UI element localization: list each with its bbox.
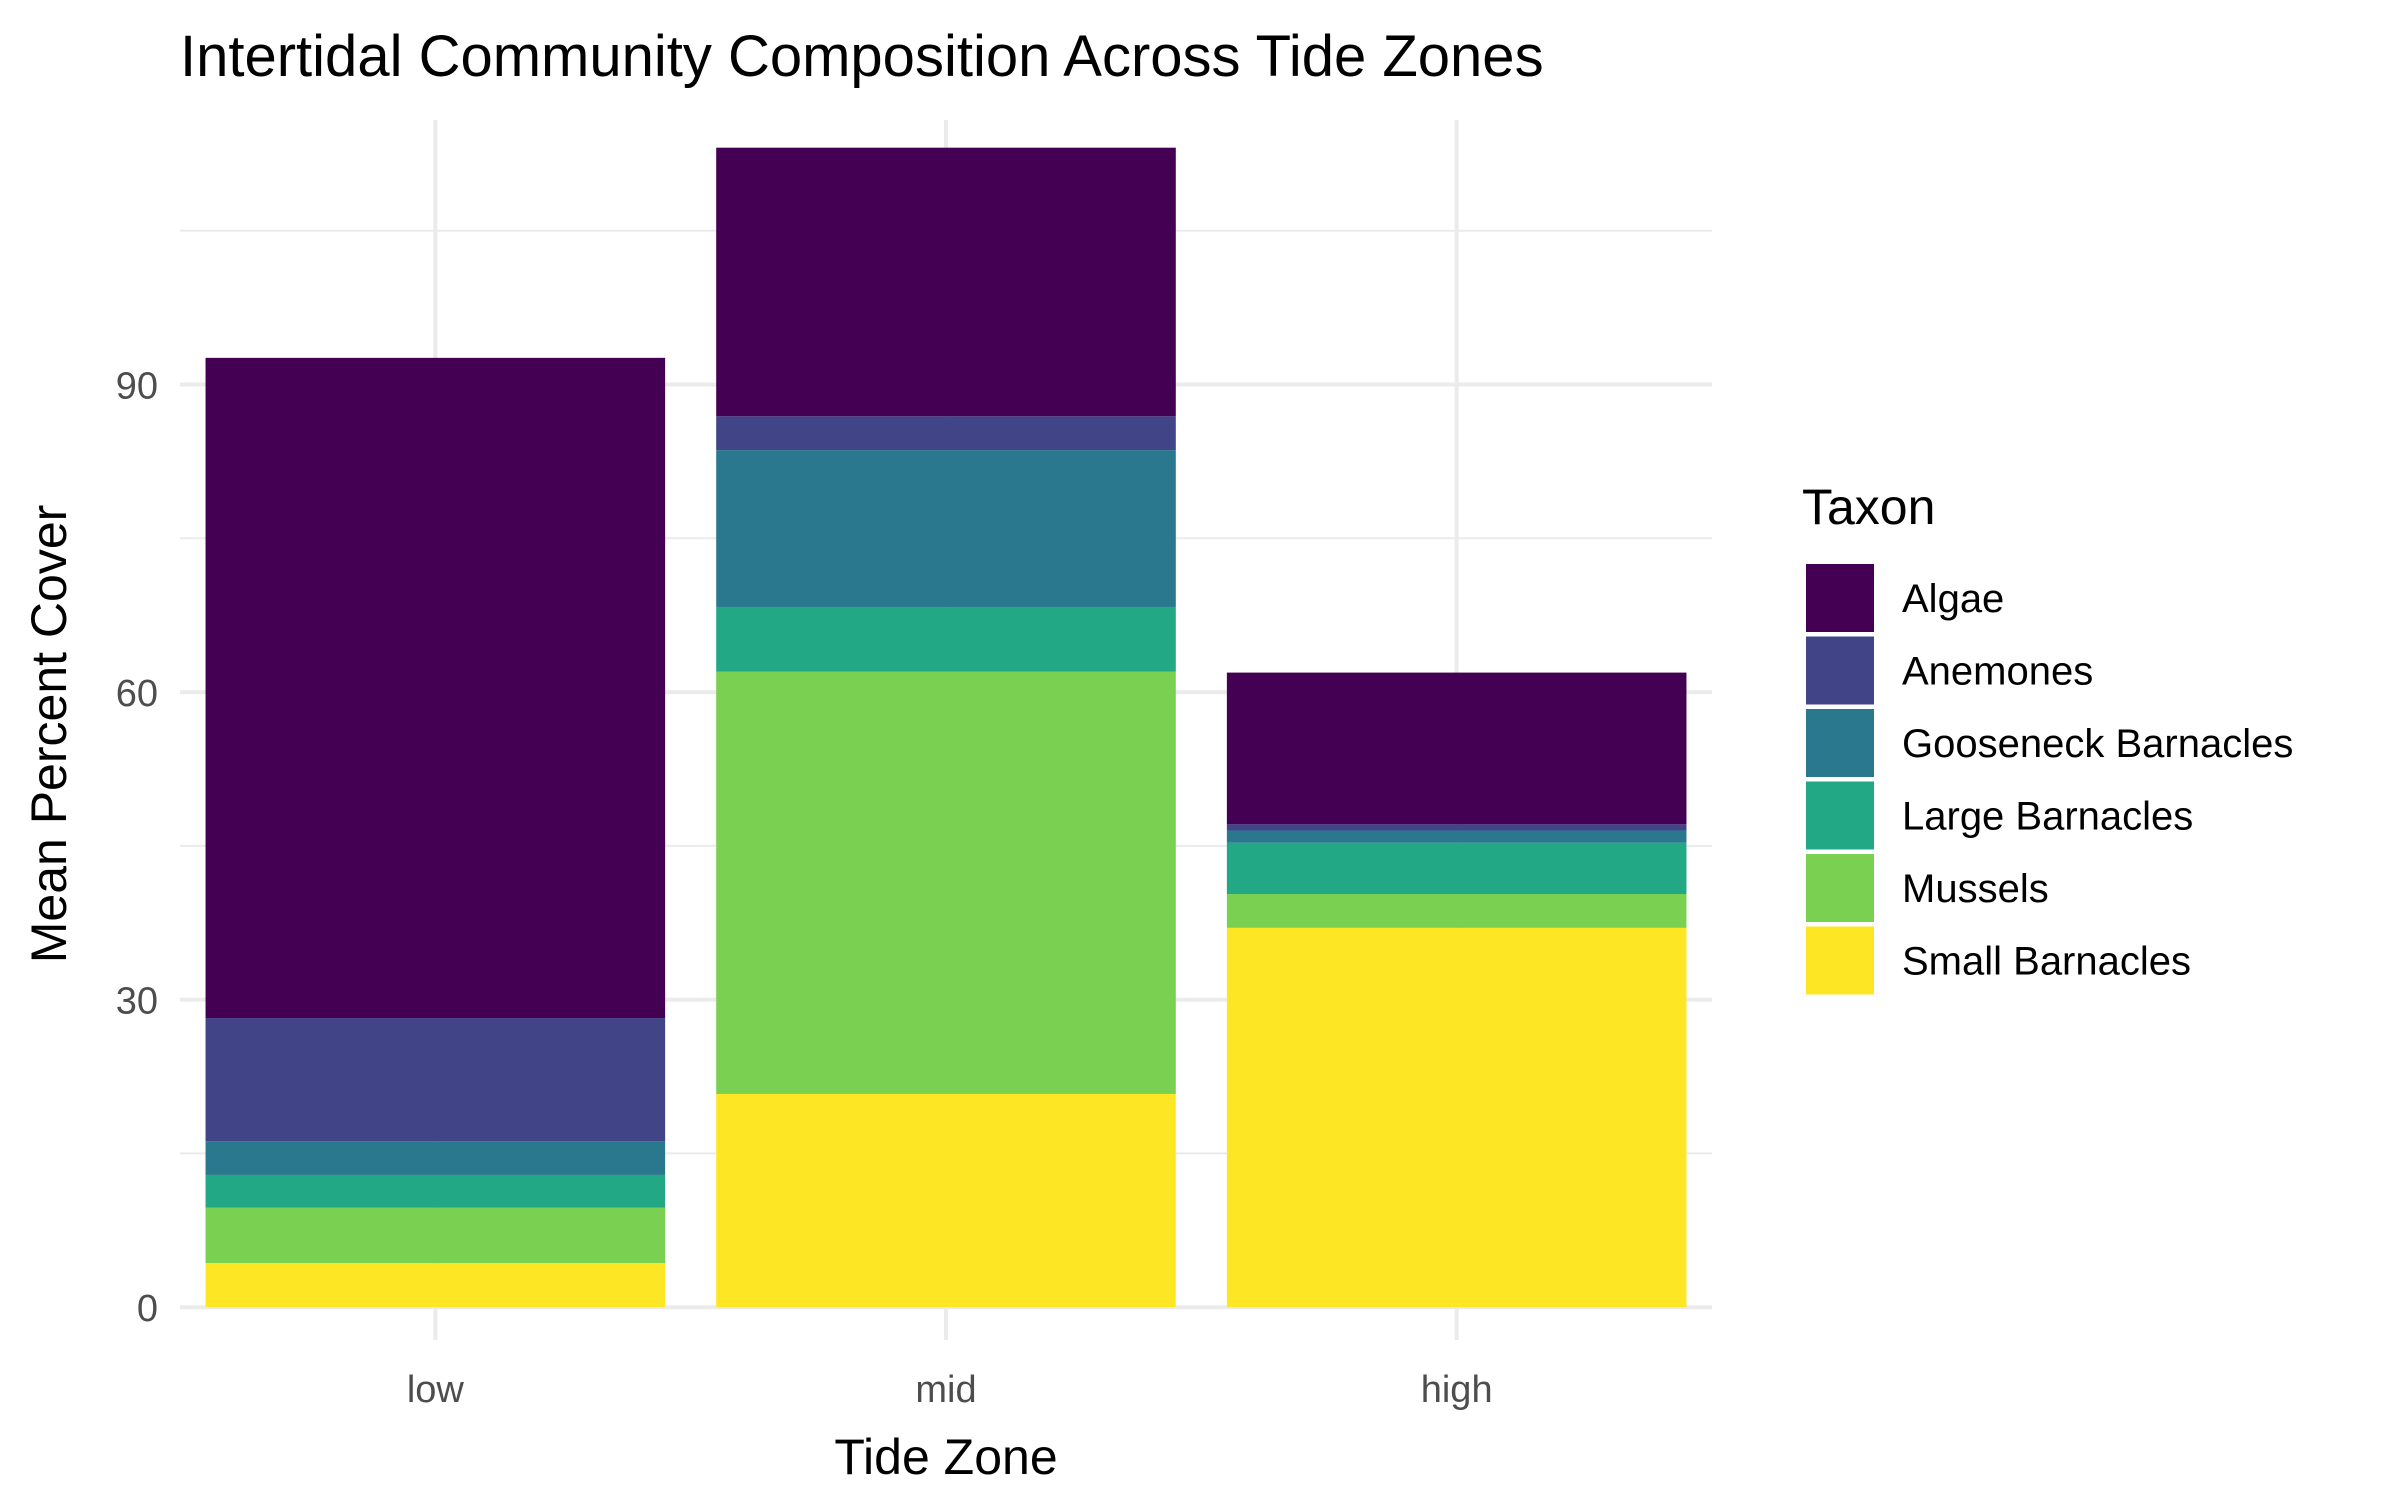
- bars: [205, 147, 1687, 1308]
- bar-segment-low-large-barnacles: [205, 1174, 666, 1208]
- y-tick-label: 60: [116, 673, 158, 715]
- x-tick-label-high: high: [1421, 1369, 1493, 1411]
- bar-segment-high-large-barnacles: [1226, 842, 1687, 895]
- legend-label-algae: Algae: [1902, 577, 2004, 621]
- legend-key-large-barnacles: [1806, 781, 1874, 850]
- y-tick-label: 0: [137, 1288, 158, 1330]
- bar-segment-low-anemones: [205, 1018, 666, 1142]
- legend-title: Taxon: [1802, 479, 1935, 535]
- bar-segment-mid-small-barnacles: [716, 1093, 1176, 1308]
- legend-key-gooseneck-barnacles: [1806, 709, 1874, 777]
- legend-label-small-barnacles: Small Barnacles: [1902, 940, 2191, 984]
- bar-segment-high-gooseneck-barnacles: [1226, 830, 1687, 843]
- bar-segment-mid-anemones: [716, 416, 1176, 451]
- bar-segment-low-small-barnacles: [205, 1263, 666, 1308]
- bar-segment-high-anemones: [1226, 824, 1687, 831]
- x-tick-label-low: low: [407, 1369, 465, 1411]
- bar-segment-mid-gooseneck-barnacles: [716, 450, 1176, 607]
- bar-segment-high-small-barnacles: [1226, 927, 1687, 1308]
- legend-key-anemones: [1806, 636, 1874, 705]
- legend: Taxon Algae Anemones Gooseneck Barnacles La…: [1802, 479, 2293, 995]
- legend-key-small-barnacles: [1806, 926, 1874, 995]
- x-axis-title: Tide Zone: [834, 1429, 1057, 1485]
- y-axis-tick-labels: 0 30 60 90: [116, 366, 158, 1331]
- bar-segment-mid-mussels: [716, 671, 1176, 1094]
- x-axis-tick-labels: low mid high: [407, 1369, 1493, 1411]
- bar-segment-low-mussels: [205, 1207, 666, 1264]
- legend-key-algae: [1806, 564, 1874, 632]
- y-tick-label: 30: [116, 981, 158, 1023]
- legend-key-mussels: [1806, 854, 1874, 922]
- y-axis-title: Mean Percent Cover: [21, 505, 77, 964]
- bar-segment-mid-large-barnacles: [716, 606, 1176, 672]
- bar-segment-high-mussels: [1226, 894, 1687, 928]
- bar-segment-high-algae: [1226, 672, 1687, 825]
- bar-segment-mid-algae: [716, 147, 1176, 417]
- legend-items: Algae Anemones Gooseneck Barnacles Large Ba…: [1806, 564, 2293, 995]
- legend-label-large-barnacles: Large Barnacles: [1902, 795, 2193, 839]
- x-tick-label-mid: mid: [915, 1369, 976, 1411]
- legend-label-anemones: Anemones: [1902, 650, 2093, 694]
- chart-title: Intertidal Community Composition Across …: [180, 24, 1544, 89]
- y-tick-label: 90: [116, 366, 158, 408]
- legend-label-gooseneck-barnacles: Gooseneck Barnacles: [1902, 722, 2293, 766]
- bar-segment-low-algae: [205, 357, 666, 1019]
- bar-segment-low-gooseneck-barnacles: [205, 1141, 666, 1175]
- legend-label-mussels: Mussels: [1902, 867, 2049, 911]
